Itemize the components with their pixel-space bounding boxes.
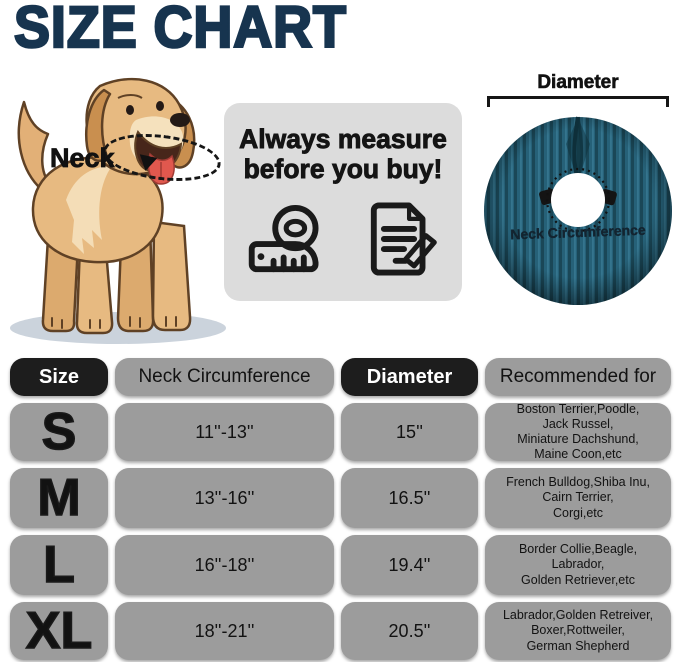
table-cell-diameter-l: 19.4'' <box>341 535 478 595</box>
table-cell-diameter-m: 16.5'' <box>341 468 478 528</box>
neck-label: Neck <box>50 143 115 174</box>
neck-hole-dotted-ring <box>545 167 611 233</box>
table-row-size-m: M <box>10 468 108 528</box>
table-header-recommended-for: Recommended for <box>485 358 671 396</box>
table-row-size-l: L <box>10 535 108 595</box>
measure-text-line1: Always measure <box>239 124 448 154</box>
table-header-size: Size <box>10 358 108 396</box>
measure-reminder-box: Always measure before you buy! <box>224 103 462 301</box>
tape-measure-icon <box>248 205 319 273</box>
table-cell-diameter-s: 15'' <box>341 403 478 461</box>
donut-collar-image <box>484 116 672 305</box>
page-title: SIZE CHART <box>13 0 347 61</box>
dog-illustration <box>10 77 226 344</box>
table-header-neck-circumference: Neck Circumference <box>115 358 334 396</box>
table-row-size-s: S <box>10 403 108 461</box>
table-cell-neck-s: 11''-13'' <box>115 403 334 461</box>
diameter-bracket <box>487 96 669 107</box>
table-row-size-xl: XL <box>10 602 108 660</box>
diameter-label: Diameter <box>537 72 619 94</box>
table-cell-neck-m: 13''-16'' <box>115 468 334 528</box>
neck-hole <box>551 173 605 227</box>
table-cell-recommended-l: Border Collie,Beagle, Labrador, Golden R… <box>485 535 671 595</box>
table-cell-recommended-xl: Labrador,Golden Retreiver, Boxer,Rottwei… <box>485 602 671 660</box>
table-cell-neck-xl: 18''-21'' <box>115 602 334 660</box>
measure-text-line2: before you buy! <box>243 153 443 184</box>
dog-nose <box>170 113 190 127</box>
table-cell-neck-l: 16''-18'' <box>115 535 334 595</box>
table-cell-recommended-m: French Bulldog,Shiba Inu, Cairn Terrier,… <box>485 468 671 528</box>
size-table: Size Neck Circumference Diameter Recomme… <box>10 358 671 660</box>
table-cell-recommended-s: Boston Terrier,Poodle, Jack Russel, Mini… <box>485 402 671 461</box>
table-header-diameter: Diameter <box>341 358 478 396</box>
document-pencil-icon <box>370 202 437 276</box>
table-cell-diameter-xl: 20.5'' <box>341 602 478 660</box>
